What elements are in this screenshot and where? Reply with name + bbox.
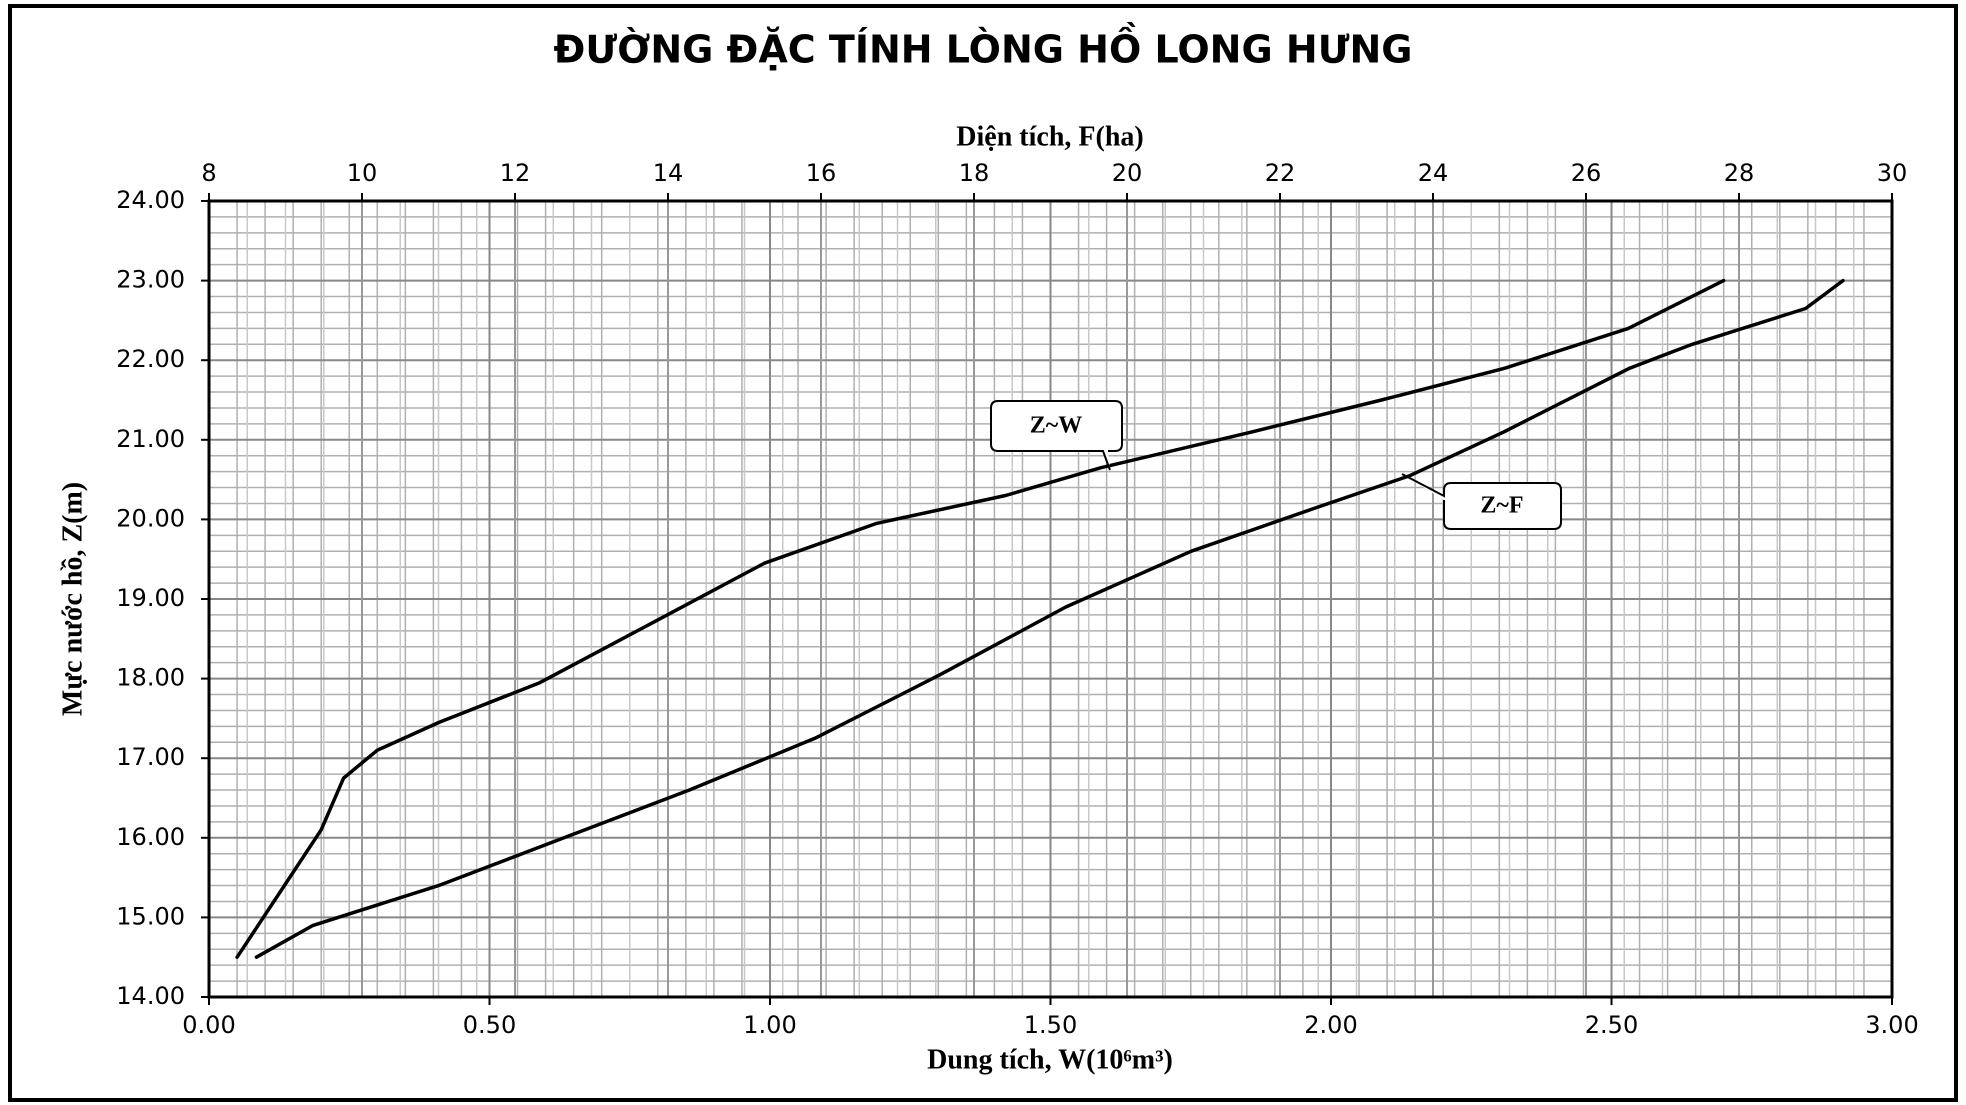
- marks: [235, 278, 1845, 959]
- x2-tick-label: 8: [201, 159, 216, 187]
- x2-tick-label: 22: [1265, 159, 1296, 187]
- y-tick-label: 23.00: [116, 266, 185, 294]
- x2-tick-label: 30: [1877, 159, 1908, 187]
- x2-tick-label: 18: [959, 159, 990, 187]
- series-line: [254, 278, 1845, 959]
- x-tick-label: 2.00: [1304, 1011, 1357, 1039]
- y-tick-label: 19.00: [116, 584, 185, 612]
- x2-tick-label: 20: [1112, 159, 1143, 187]
- x2-tick-label: 16: [806, 159, 837, 187]
- x2-axis-label: Diện tích, F(ha): [956, 121, 1143, 152]
- x-tick-label: 0.50: [463, 1011, 516, 1039]
- x-axis-label: Dung tích, W(10⁶m³): [927, 1044, 1173, 1075]
- series-line: [235, 278, 1726, 959]
- x2-tick-label: 24: [1418, 159, 1449, 187]
- y-tick-label: 20.00: [116, 504, 185, 532]
- y-tick-label: 18.00: [116, 664, 185, 692]
- y-tick-label: 22.00: [116, 345, 185, 373]
- x-tick-label: 2.50: [1585, 1011, 1638, 1039]
- x-tick-label: 1.50: [1024, 1011, 1077, 1039]
- x2-tick-label: 12: [500, 159, 531, 187]
- y-tick-label: 14.00: [116, 982, 185, 1010]
- x-tick-label: 0.00: [182, 1011, 235, 1039]
- series-label: Z~W: [1030, 413, 1083, 439]
- series-label: Z~F: [1480, 493, 1523, 519]
- y-axis-label: Mực nước hồ, Z(m): [57, 482, 88, 716]
- y-tick-label: 16.00: [116, 823, 185, 851]
- x-tick-label: 3.00: [1865, 1011, 1918, 1039]
- x2-tick-label: 28: [1724, 159, 1755, 187]
- x2-tick-label: 14: [653, 159, 684, 187]
- y-tick-label: 24.00: [116, 186, 185, 214]
- y-tick-label: 17.00: [116, 743, 185, 771]
- x-tick-label: 1.00: [743, 1011, 796, 1039]
- y-tick-label: 15.00: [116, 902, 185, 930]
- callout-box: [1401, 473, 1562, 530]
- y-tick-label: 21.00: [116, 425, 185, 453]
- x2-tick-label: 10: [347, 159, 378, 187]
- callout-box: [990, 400, 1123, 471]
- chart-title: ĐƯỜNG ĐẶC TÍNH LÒNG HỒ LONG HƯNG: [554, 23, 1413, 72]
- x2-tick-label: 26: [1571, 159, 1602, 187]
